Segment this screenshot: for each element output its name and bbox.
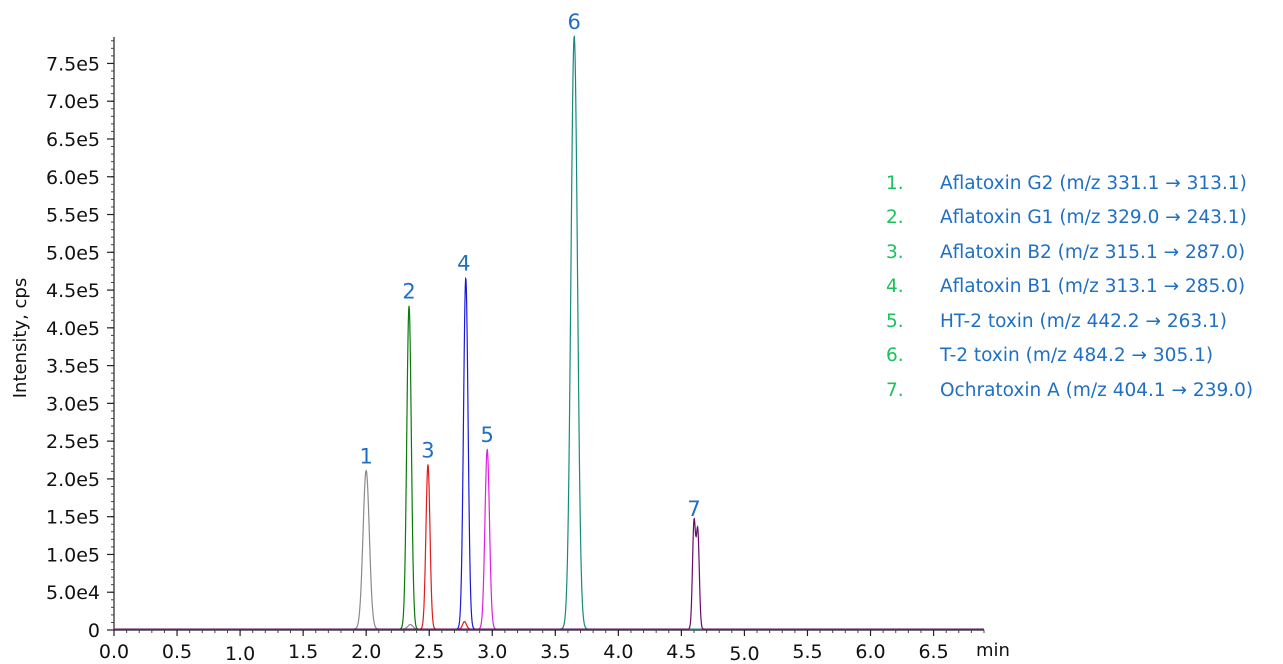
x-tick-label: 3.5 bbox=[540, 641, 570, 663]
traces bbox=[114, 35, 984, 630]
legend-number: 5. bbox=[886, 310, 904, 332]
trace-3 bbox=[114, 464, 984, 630]
x-tick-label: 0.0 bbox=[99, 641, 129, 663]
legend-label: Aflatoxin G1 (m/z 329.0 → 243.1) bbox=[940, 207, 1247, 229]
y-tick-label: 0 bbox=[88, 620, 100, 642]
legend-entry: 3. Aflatoxin B2 (m/z 315.1 → 287.0) bbox=[886, 235, 1276, 270]
y-tick-label: 1.5e5 bbox=[46, 507, 100, 529]
peak-label: 7 bbox=[687, 497, 700, 521]
peak-label: 1 bbox=[359, 444, 372, 468]
legend-label: Ochratoxin A (m/z 404.1 → 239.0) bbox=[940, 379, 1254, 401]
legend-label: T-2 toxin (m/z 484.2 → 305.1) bbox=[940, 345, 1214, 367]
legend-label: Aflatoxin B1 (m/z 313.1 → 285.0) bbox=[940, 276, 1246, 298]
y-tick-label: 5.0e4 bbox=[46, 582, 100, 604]
legend-number: 4. bbox=[886, 276, 904, 298]
y-tick-label: 5.0e5 bbox=[46, 242, 100, 264]
y-axis-title: Intensity, cps bbox=[10, 278, 31, 399]
legend-number: 2. bbox=[886, 207, 904, 229]
legend: 1. Aflatoxin G2 (m/z 331.1 → 313.1) 2. Afla… bbox=[886, 166, 1276, 408]
trace-5 bbox=[114, 448, 984, 630]
legend-number: 1. bbox=[886, 172, 904, 194]
x-tick-label: 1.5 bbox=[288, 641, 318, 663]
y-tick-label: 1.0e5 bbox=[46, 544, 100, 566]
legend-entry: 6. T-2 toxin (m/z 484.2 → 305.1) bbox=[886, 339, 1276, 374]
peak-label: 3 bbox=[421, 438, 434, 462]
x-tick-label: 5.0 bbox=[729, 643, 759, 664]
legend-label: Aflatoxin G2 (m/z 331.1 → 313.1) bbox=[940, 172, 1247, 194]
peak-labels: 1 2 3 4 5 6 7 bbox=[359, 10, 700, 521]
legend-label: HT-2 toxin (m/z 442.2 → 263.1) bbox=[940, 310, 1228, 332]
axes: 0.0 0.5 1.0 1.5 2.0 2.5 3.0 3.5 4.0 4.5 5.0 5.5 6.0 6… bbox=[46, 37, 985, 664]
legend-entry: 4. Aflatoxin B1 (m/z 313.1 → 285.0) bbox=[886, 270, 1276, 305]
trace-4 bbox=[114, 276, 984, 630]
x-tick-label: 5.5 bbox=[792, 641, 822, 663]
legend-entry: 1. Aflatoxin G2 (m/z 331.1 → 313.1) bbox=[886, 166, 1276, 201]
trace-7 bbox=[114, 517, 984, 630]
x-tick-label: 6.5 bbox=[918, 641, 948, 663]
x-tick-label: 2.0 bbox=[351, 641, 381, 663]
x-axis-title: min bbox=[976, 640, 1010, 661]
y-tick-label: 3.5e5 bbox=[46, 356, 100, 378]
trace-1 bbox=[114, 469, 984, 630]
trace-6 bbox=[114, 35, 984, 630]
legend-entry: 2. Aflatoxin G1 (m/z 329.0 → 243.1) bbox=[886, 201, 1276, 236]
y-tick-label: 2.0e5 bbox=[46, 469, 100, 491]
y-tick-label: 5.5e5 bbox=[46, 205, 100, 227]
y-tick-label: 3.0e5 bbox=[46, 393, 100, 415]
x-tick-label: 4.5 bbox=[666, 641, 696, 663]
peak-label: 4 bbox=[457, 252, 470, 276]
y-tick-label: 2.5e5 bbox=[46, 431, 100, 453]
y-tick-label: 4.0e5 bbox=[46, 318, 100, 340]
legend-entry: 5. HT-2 toxin (m/z 442.2 → 263.1) bbox=[886, 304, 1276, 339]
legend-number: 6. bbox=[886, 345, 904, 367]
x-tick-label: 2.5 bbox=[414, 641, 444, 663]
legend-number: 7. bbox=[886, 379, 904, 401]
y-tick-label: 6.5e5 bbox=[46, 129, 100, 151]
y-tick-label: 4.5e5 bbox=[46, 280, 100, 302]
x-tick-label: 0.5 bbox=[162, 641, 192, 663]
x-tick-label: 6.0 bbox=[855, 641, 885, 663]
y-tick-label: 7.5e5 bbox=[46, 53, 100, 75]
peak-label: 6 bbox=[568, 10, 581, 34]
x-tick-label: 1.0 bbox=[225, 643, 255, 664]
y-tick-label: 6.0e5 bbox=[46, 167, 100, 189]
legend-entry: 7. Ochratoxin A (m/z 404.1 → 239.0) bbox=[886, 373, 1276, 408]
trace-2 bbox=[114, 305, 984, 630]
x-tick-label: 3.0 bbox=[477, 641, 507, 663]
peak-label: 2 bbox=[402, 280, 415, 304]
legend-label: Aflatoxin B2 (m/z 315.1 → 287.0) bbox=[940, 241, 1246, 263]
y-tick-label: 7.0e5 bbox=[46, 91, 100, 113]
x-tick-label: 4.0 bbox=[603, 641, 633, 663]
legend-number: 3. bbox=[886, 241, 904, 263]
peak-label: 5 bbox=[481, 423, 494, 447]
